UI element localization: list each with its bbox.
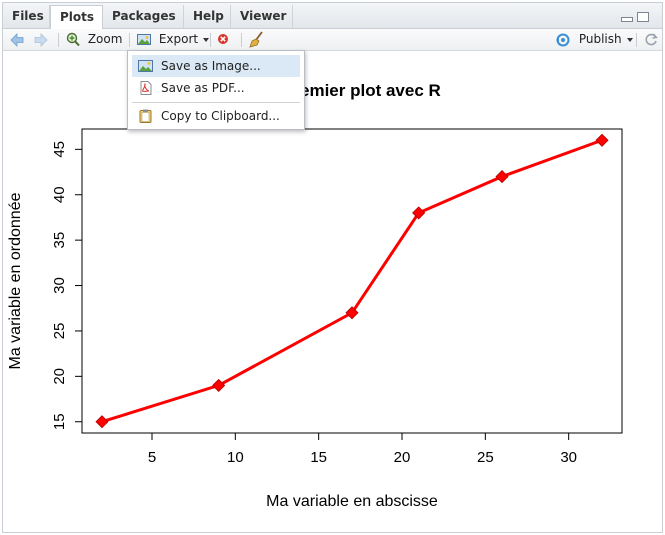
menu-item-label: Save as PDF... bbox=[161, 81, 245, 95]
forward-arrow-icon[interactable] bbox=[33, 29, 49, 51]
export-button[interactable]: Export bbox=[136, 29, 210, 51]
data-point bbox=[212, 378, 226, 392]
x-tick-label: 10 bbox=[227, 449, 244, 466]
data-point bbox=[345, 306, 359, 320]
x-axis-label: Ma variable en abscisse bbox=[266, 493, 438, 510]
refresh-icon bbox=[645, 33, 658, 46]
export-menu: Save as Image... Save as PDF... Copy to … bbox=[127, 50, 305, 130]
publish-icon bbox=[556, 33, 570, 47]
data-point bbox=[95, 415, 109, 429]
back-arrow-icon[interactable] bbox=[9, 29, 25, 51]
toolbar-separator bbox=[636, 33, 637, 47]
menu-item-save-as-pdf[interactable]: Save as PDF... bbox=[132, 77, 300, 99]
y-tick-label: 35 bbox=[51, 232, 68, 249]
x-tick-label: 25 bbox=[477, 449, 494, 466]
menu-item-label: Copy to Clipboard... bbox=[161, 109, 280, 123]
tab-help[interactable]: Help bbox=[184, 5, 231, 29]
y-tick-label: 15 bbox=[51, 413, 68, 430]
data-point bbox=[595, 133, 609, 147]
tab-viewer[interactable]: Viewer bbox=[231, 5, 293, 29]
toolbar-separator bbox=[210, 33, 211, 47]
zoom-magnifier-icon bbox=[66, 32, 80, 47]
publish-button[interactable]: Publish bbox=[555, 29, 633, 51]
x-axis: 5 10 15 20 25 30 bbox=[148, 433, 577, 466]
zoom-button[interactable]: Zoom bbox=[65, 29, 122, 51]
x-tick-label: 15 bbox=[310, 449, 327, 466]
pdf-icon bbox=[140, 81, 152, 95]
maximize-icon[interactable] bbox=[637, 12, 649, 22]
export-image-icon bbox=[137, 34, 151, 45]
x-tick-label: 20 bbox=[394, 449, 411, 466]
broom-icon bbox=[249, 31, 263, 48]
chevron-down-icon bbox=[203, 37, 210, 42]
plots-toolbar: Zoom Export Publish bbox=[3, 29, 662, 51]
tab-files[interactable]: Files bbox=[3, 5, 50, 29]
menu-item-label: Save as Image... bbox=[161, 59, 261, 73]
data-point bbox=[495, 170, 509, 184]
refresh-button[interactable] bbox=[643, 29, 659, 51]
y-tick-label: 25 bbox=[51, 323, 68, 340]
y-axis: 15 20 25 30 35 40 45 bbox=[51, 141, 82, 430]
clipboard-icon bbox=[139, 109, 152, 123]
publish-label: Publish bbox=[578, 32, 622, 46]
remove-plot-button[interactable] bbox=[216, 29, 230, 51]
image-icon bbox=[138, 60, 153, 72]
toolbar-separator bbox=[58, 33, 59, 47]
clear-all-button[interactable] bbox=[248, 29, 266, 51]
y-tick-label: 40 bbox=[51, 186, 68, 203]
tab-bar: Files Plots Packages Help Viewer bbox=[3, 3, 662, 30]
y-axis-label: Ma variable en ordonnée bbox=[7, 192, 24, 369]
data-point bbox=[412, 206, 426, 220]
export-label: Export bbox=[158, 32, 199, 46]
chevron-down-icon bbox=[626, 37, 633, 42]
remove-plot-icon bbox=[218, 34, 228, 44]
series-path bbox=[101, 138, 603, 424]
y-tick-label: 20 bbox=[51, 368, 68, 385]
menu-item-save-as-image[interactable]: Save as Image... bbox=[132, 55, 300, 77]
minimize-icon[interactable] bbox=[621, 17, 633, 22]
y-tick-label: 45 bbox=[51, 141, 68, 158]
menu-separator bbox=[132, 102, 300, 103]
menu-item-copy-to-clipboard[interactable]: Copy to Clipboard... bbox=[132, 105, 300, 127]
zoom-label: Zoom bbox=[87, 32, 123, 46]
y-tick-label: 30 bbox=[51, 277, 68, 294]
tab-packages[interactable]: Packages bbox=[103, 5, 184, 29]
toolbar-separator bbox=[129, 33, 130, 47]
toolbar-separator bbox=[241, 33, 242, 47]
x-tick-label: 5 bbox=[148, 449, 156, 466]
plot-box bbox=[81, 128, 623, 434]
x-tick-label: 30 bbox=[560, 449, 577, 466]
chart-title: emier plot avec R bbox=[300, 81, 441, 100]
series-line bbox=[95, 133, 609, 429]
